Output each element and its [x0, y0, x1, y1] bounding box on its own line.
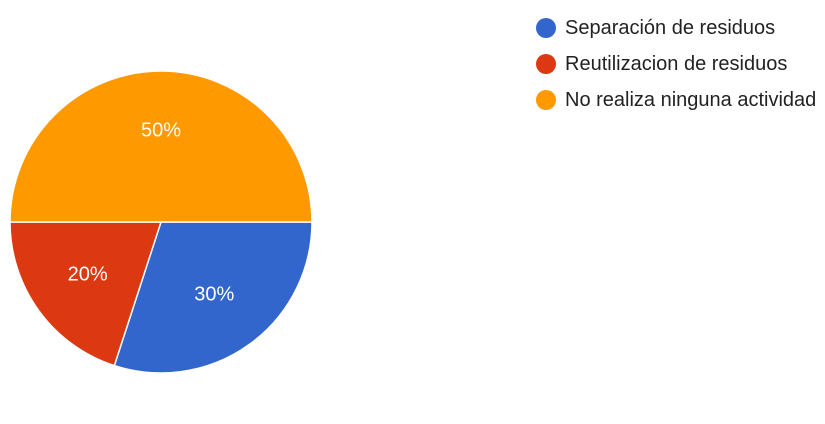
pie-slice-no-actividad[interactable] — [9, 70, 313, 223]
legend: Separación de residuos Reutilizacion de … — [536, 10, 816, 118]
pie-slice-separacion[interactable] — [113, 221, 313, 374]
legend-item-no-actividad[interactable]: No realiza ninguna actividad — [536, 82, 816, 118]
pie-chart: 30% 20% 50% — [9, 70, 313, 374]
legend-item-reutilizacion[interactable]: Reutilizacion de residuos — [536, 46, 816, 82]
legend-label: No realiza ninguna actividad — [565, 88, 817, 111]
pie-slice-reutilizacion[interactable] — [9, 221, 163, 367]
legend-swatch — [536, 90, 556, 110]
legend-label: Reutilizacion de residuos — [565, 52, 788, 75]
legend-label: Separación de residuos — [565, 16, 776, 39]
data-label-reutilizacion: 20% — [68, 264, 108, 286]
data-label-no-actividad: 50% — [141, 120, 181, 142]
legend-swatch — [536, 54, 556, 74]
legend-item-separacion[interactable]: Separación de residuos — [536, 10, 816, 46]
data-label-separacion: 30% — [194, 284, 234, 306]
legend-swatch — [536, 18, 556, 38]
